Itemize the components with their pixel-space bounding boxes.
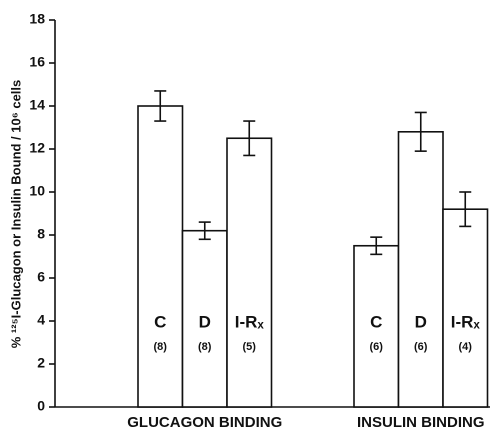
y-tick-label: 16	[29, 54, 45, 70]
bar	[137, 105, 184, 408]
bar-n-label: (8)	[198, 341, 212, 353]
y-tick-label: 2	[37, 355, 45, 371]
y-tick-label: 0	[37, 398, 45, 414]
bar-n-label: (8)	[154, 341, 168, 353]
bar-label: C	[370, 312, 382, 331]
bar	[397, 131, 444, 408]
bar	[226, 137, 273, 408]
bar-label: D	[415, 312, 427, 331]
y-tick-label: 4	[37, 312, 45, 328]
bar-n-label: (4)	[459, 341, 473, 353]
bar-n-label: (6)	[370, 341, 384, 353]
group-label: GLUCAGON BINDING	[127, 414, 282, 431]
y-tick-label: 8	[37, 226, 45, 242]
bar	[181, 229, 228, 408]
bar-label: I-Rₓ	[451, 312, 481, 331]
y-tick-label: 18	[29, 11, 45, 27]
bar-n-label: (6)	[414, 341, 428, 353]
bar-n-label: (5)	[243, 341, 257, 353]
bar-label: C	[154, 312, 166, 331]
bar-label: I-Rₓ	[235, 312, 265, 331]
bar-label: D	[199, 312, 211, 331]
y-tick-label: 6	[37, 269, 45, 285]
group-label: INSULIN BINDING	[357, 414, 485, 431]
y-tick-label: 10	[29, 183, 45, 199]
y-tick-label: 12	[29, 140, 45, 156]
bar	[442, 208, 489, 408]
y-tick-label: 14	[29, 97, 45, 113]
y-axis-label: % ¹²⁵I-Glucagon or Insulin Bound / 10⁶ c…	[8, 80, 23, 349]
